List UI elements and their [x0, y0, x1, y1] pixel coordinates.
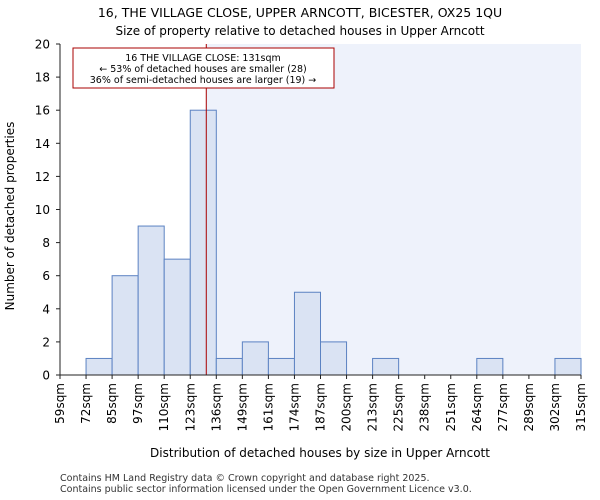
y-tick-label: 16: [35, 104, 50, 118]
x-tick-label: 238sqm: [418, 383, 432, 431]
x-tick-label: 72sqm: [79, 383, 93, 424]
highlight-region: [206, 44, 581, 375]
bar-213sqm: [372, 357, 400, 376]
x-axis-label: Distribution of detached houses by size …: [150, 446, 490, 460]
x-tick-label: 277sqm: [496, 383, 510, 431]
x-tick-label: 149sqm: [235, 383, 249, 431]
y-tick-label: 4: [42, 302, 50, 316]
x-tick-label: 251sqm: [444, 383, 458, 431]
bars: [85, 109, 582, 376]
annotation-line-3: 36% of semi-detached houses are larger (…: [90, 75, 317, 86]
footer-licence: Contains public sector information licen…: [60, 484, 472, 495]
y-tick-label: 12: [35, 170, 50, 184]
x-tick-label: 123sqm: [183, 383, 197, 431]
y-ticks: 0 2 4 6 8 10 12 14 16 18 20: [35, 38, 60, 383]
x-tick-label: 85sqm: [105, 383, 119, 424]
y-axis-label: Number of detached properties: [3, 122, 17, 311]
x-tick-label: 225sqm: [392, 383, 406, 431]
bar-149sqm: [241, 341, 269, 376]
y-tick-label: 8: [42, 236, 50, 250]
y-tick-label: 20: [35, 38, 50, 52]
x-tick-label: 174sqm: [287, 383, 301, 431]
y-tick-label: 2: [42, 335, 50, 349]
x-tick-label: 315sqm: [574, 383, 588, 431]
y-tick-label: 10: [35, 203, 50, 217]
bar-161sqm: [267, 357, 295, 376]
x-tick-label: 200sqm: [340, 383, 354, 431]
annotation-line-2: ← 53% of detached houses are smaller (28…: [99, 64, 306, 75]
bar-264sqm: [476, 357, 504, 376]
footer-copyright: Contains HM Land Registry data © Crown c…: [60, 473, 430, 484]
chart-subtitle: Size of property relative to detached ho…: [115, 24, 484, 38]
x-tick-label: 136sqm: [209, 383, 223, 431]
x-tick-label: 213sqm: [366, 383, 380, 431]
x-tick-label: 302sqm: [548, 383, 562, 431]
bar-187sqm: [320, 341, 348, 376]
y-tick-label: 0: [42, 369, 50, 383]
x-tick-label: 59sqm: [53, 383, 67, 424]
annotation-box: [72, 47, 335, 89]
y-tick-label: 6: [42, 269, 50, 283]
bar-123sqm: [189, 109, 217, 376]
bar-174sqm: [293, 291, 322, 376]
x-tick-label: 289sqm: [522, 383, 536, 431]
bar-85sqm: [111, 275, 139, 376]
y-tick-label: 14: [35, 137, 50, 151]
chart-title: 16, THE VILLAGE CLOSE, UPPER ARNCOTT, BI…: [98, 5, 502, 20]
bar-72sqm: [85, 357, 113, 376]
bar-136sqm: [215, 357, 243, 376]
x-tick-label: 187sqm: [314, 383, 328, 431]
bar-97sqm: [137, 225, 165, 376]
x-tick-label: 97sqm: [131, 383, 145, 424]
bar-110sqm: [163, 258, 191, 376]
x-tick-label: 161sqm: [261, 383, 275, 431]
x-tick-label: 264sqm: [470, 383, 484, 431]
x-ticks: 59sqm 72sqm 85sqm 97sqm 110sqm 123sqm 136sqm 14…: [53, 375, 588, 431]
x-tick-label: 110sqm: [157, 383, 171, 431]
bar-302sqm: [554, 357, 582, 376]
annotation-line-1: 16 THE VILLAGE CLOSE: 131sqm: [125, 53, 281, 64]
y-tick-label: 18: [35, 71, 50, 85]
